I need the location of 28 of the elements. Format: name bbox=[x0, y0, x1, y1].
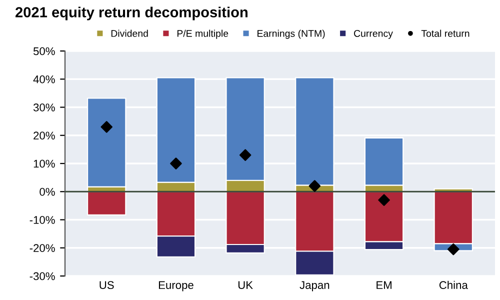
bar bbox=[86, 191, 126, 216]
y-tick-label: 30% bbox=[33, 104, 55, 112]
x-tick-label: Europe bbox=[158, 281, 194, 292]
legend-label: Currency bbox=[354, 30, 393, 39]
point bbox=[239, 149, 252, 161]
legend-label: Dividend bbox=[111, 30, 148, 37]
point bbox=[308, 180, 321, 192]
y-tick-label: 40% bbox=[33, 75, 55, 84]
y-tick-label: 20% bbox=[34, 132, 55, 140]
y-tick-label: -20% bbox=[30, 244, 55, 252]
y-tick-label: -10% bbox=[30, 216, 55, 224]
x-tick-label: EM bbox=[376, 281, 392, 289]
y-tick-label: 0% bbox=[40, 188, 55, 196]
x-tick-label: UK bbox=[238, 281, 253, 290]
point bbox=[378, 194, 390, 206]
legend-label: P/E multiple bbox=[177, 30, 228, 39]
point bbox=[447, 243, 460, 256]
legend-label: Total return bbox=[421, 30, 470, 37]
x-tick-label: US bbox=[100, 281, 114, 290]
legend-label: Earnings (NTM) bbox=[258, 30, 325, 39]
y-tick-label: 50% bbox=[33, 47, 55, 56]
point bbox=[170, 158, 182, 170]
chart-title: 2021 equity return decomposition bbox=[16, 6, 248, 20]
point bbox=[100, 121, 113, 133]
y-tick-label: 10% bbox=[34, 160, 55, 168]
y-tick-label: -30% bbox=[30, 272, 55, 280]
x-tick-label: China bbox=[439, 280, 468, 290]
x-tick-label: Japan bbox=[300, 281, 330, 292]
